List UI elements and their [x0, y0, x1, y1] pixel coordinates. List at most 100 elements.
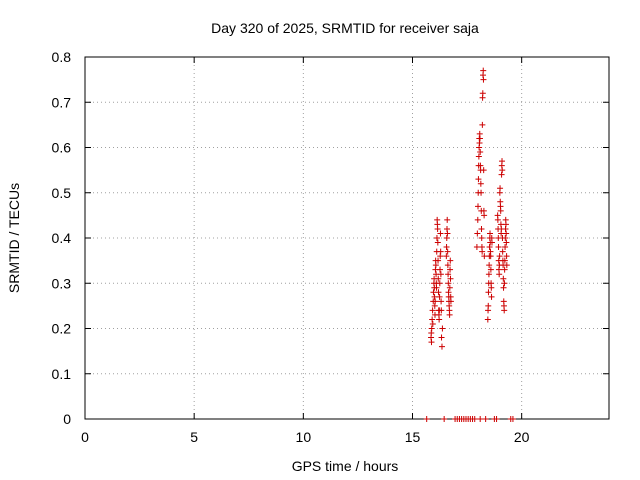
data-point [498, 171, 505, 178]
data-point [474, 216, 481, 223]
data-point [501, 257, 508, 264]
data-point [487, 253, 494, 260]
data-point [473, 244, 480, 251]
y-tick-label: 0.8 [52, 49, 72, 65]
data-point [435, 257, 442, 264]
x-tick-label: 10 [296, 429, 312, 445]
data-point [438, 334, 445, 341]
data-point [475, 176, 482, 183]
data-point [438, 343, 445, 350]
data-point [447, 257, 454, 264]
data-point [478, 235, 485, 241]
data-point [477, 180, 484, 187]
x-tick-label: 20 [514, 429, 530, 445]
data-point [435, 275, 442, 282]
data-point [488, 239, 495, 246]
data-point [434, 239, 441, 246]
data-point [438, 307, 445, 314]
data-point [423, 416, 430, 422]
data-point [446, 284, 453, 291]
y-tick-label: 0.4 [52, 230, 72, 246]
data-point [494, 216, 501, 223]
data-point [446, 311, 453, 318]
data-point [429, 316, 436, 323]
x-tick-label: 15 [405, 429, 421, 445]
data-point [488, 293, 495, 300]
data-point [476, 135, 483, 142]
data-point [503, 262, 510, 269]
x-axis-label: GPS time / hours [292, 458, 399, 474]
data-point [502, 221, 509, 228]
data-point [485, 289, 492, 296]
data-point [477, 416, 484, 422]
data-point [447, 266, 454, 273]
data-point [480, 67, 487, 74]
data-point [480, 76, 487, 83]
data-point [437, 248, 444, 255]
data-point [503, 230, 510, 237]
data-point [437, 271, 444, 278]
data-point [431, 293, 438, 300]
data-point [479, 248, 486, 255]
data-point [486, 244, 493, 251]
data-point [436, 316, 443, 323]
plot-frame [84, 56, 610, 420]
axis-ticks: 0 5 10 15 20 0 0.1 0.2 0.3 0.4 0.5 0.6 0.7 0.8 [52, 49, 609, 445]
data-point [430, 289, 437, 296]
data-point [501, 280, 508, 287]
data-point [444, 248, 451, 255]
data-point [509, 416, 516, 422]
data-point [503, 239, 510, 246]
data-point [486, 262, 493, 269]
x-tick-label: 5 [190, 429, 198, 445]
data-point [475, 203, 481, 210]
data-point [499, 248, 506, 255]
y-tick-label: 0.3 [52, 275, 72, 291]
grid-lines [85, 57, 609, 419]
y-axis-label: SRMTID / TECUs [6, 183, 22, 293]
data-point [487, 266, 494, 273]
data-point [435, 289, 442, 296]
data-point [501, 266, 508, 273]
data-point [501, 307, 508, 314]
data-point [478, 225, 485, 232]
data-point [445, 271, 452, 278]
data-point [484, 316, 491, 323]
data-point [441, 416, 448, 422]
data-point [471, 416, 478, 422]
data-point [474, 230, 481, 237]
data-point [432, 298, 439, 305]
data-point [429, 307, 436, 314]
data-point [447, 275, 454, 282]
data-point [485, 271, 492, 278]
data-point [482, 416, 489, 422]
data-point [499, 158, 506, 165]
data-point [499, 167, 506, 174]
data-point [428, 325, 435, 332]
data-point [479, 121, 486, 128]
data-point [444, 262, 451, 269]
data-point [433, 284, 440, 291]
data-point [434, 225, 441, 232]
data-point [447, 298, 454, 305]
data-point [487, 230, 494, 237]
data-point [481, 212, 488, 219]
data-point [432, 262, 439, 269]
y-tick-label: 0 [63, 411, 71, 427]
data-point [477, 149, 484, 156]
data-point [444, 230, 451, 237]
data-point [502, 235, 509, 241]
data-point [488, 284, 495, 291]
data-point [437, 230, 444, 237]
data-point [443, 253, 450, 260]
data-point [500, 284, 507, 291]
data-point [479, 90, 486, 97]
y-tick-label: 0.7 [52, 94, 72, 110]
data-point [485, 302, 492, 309]
data-point [443, 235, 450, 241]
data-point [438, 298, 445, 305]
data-point [500, 275, 507, 282]
data-point [496, 271, 503, 278]
data-point [475, 153, 482, 160]
